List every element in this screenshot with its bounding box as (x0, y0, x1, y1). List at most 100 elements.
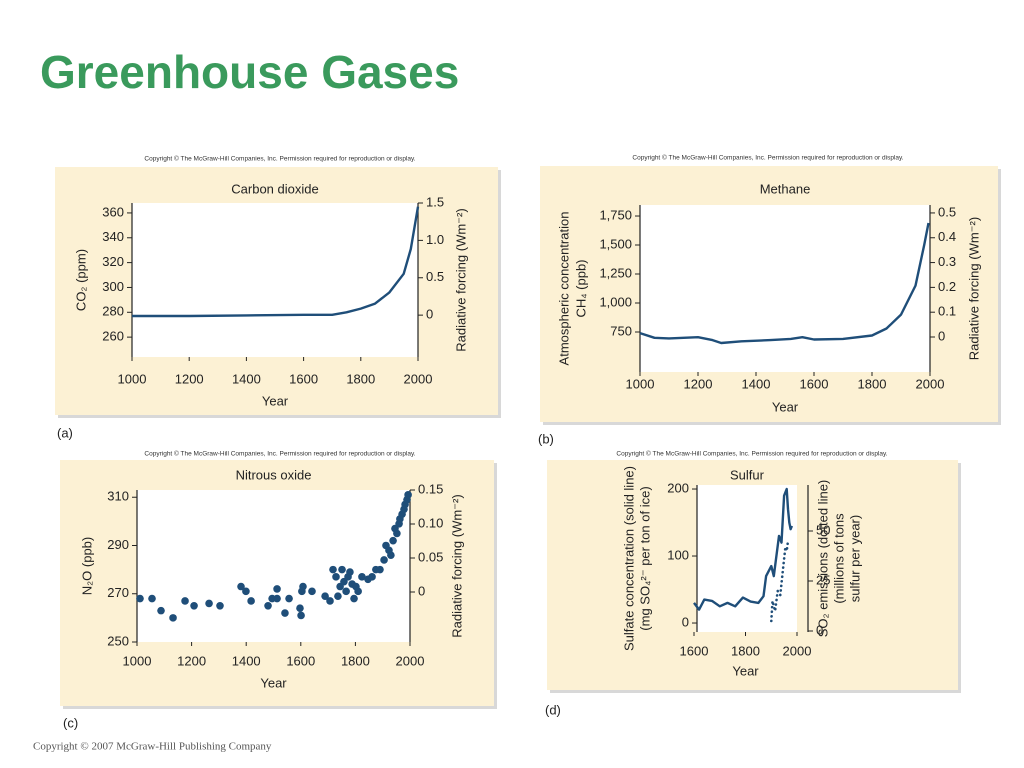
y-axis-label: CO₂ (ppm) (73, 249, 88, 311)
data-point (389, 536, 397, 545)
y-tick-label: 750 (610, 323, 632, 338)
plot-area (697, 485, 797, 632)
y-tick-label: 1,500 (599, 236, 632, 251)
x-tick-label: 2000 (916, 376, 945, 391)
y-tick-label: 260 (102, 329, 124, 344)
data-point (298, 587, 306, 596)
y2-axis-label: Radiative forcing (Wm⁻²) (966, 217, 981, 360)
data-line (132, 206, 420, 318)
y2-axis-label: SO₂ emissions (dotted line) (815, 480, 830, 638)
data-point (247, 597, 255, 605)
x-tick-label: 1400 (742, 376, 771, 391)
data-point (264, 602, 272, 610)
y2-tick-label: 0.05 (418, 549, 443, 564)
data-point (136, 594, 144, 603)
data-point (148, 594, 156, 603)
x-tick-label: 2000 (783, 643, 812, 658)
y-tick-label: 340 (102, 229, 124, 244)
y2-tick-label: 25 (816, 572, 830, 587)
data-point (273, 594, 281, 603)
x-tick-label: 1600 (680, 643, 709, 658)
x-tick-label: 1600 (289, 371, 318, 386)
y2-tick-label: 0.2 (938, 279, 956, 294)
copyright: Copyright © The McGraw-Hill Companies, I… (616, 450, 887, 458)
y2-tick-label: 0 (816, 622, 823, 637)
data-point (338, 565, 346, 574)
y-tick-label: 290 (107, 537, 129, 552)
data-point (342, 587, 350, 596)
x-tick-label: 1800 (346, 371, 375, 386)
chart-title: Methane (760, 181, 811, 196)
y-axis-label: CH₄ (ppb) (573, 259, 588, 317)
data-point (350, 594, 358, 603)
y-axis-label: N₂O (ppb) (79, 537, 94, 596)
x-tick-label: 1800 (341, 653, 370, 668)
x-tick-label: 1000 (626, 376, 655, 391)
y-tick-label: 0 (682, 614, 689, 629)
x-tick-label: 1000 (118, 371, 147, 386)
data-point (297, 611, 305, 620)
plot-area (640, 205, 930, 372)
panel-label: (a) (57, 425, 73, 440)
data-line (639, 222, 930, 345)
y2-tick-label: 0.5 (938, 204, 956, 219)
x-tick-label: 1400 (232, 653, 261, 668)
y-tick-label: 1,000 (599, 294, 632, 309)
data-point (242, 587, 250, 596)
y-axis-label: Atmospheric concentration (556, 212, 571, 366)
y-tick-label: 100 (667, 547, 689, 562)
x-tick-label: 1200 (684, 376, 713, 391)
panel-label: (d) (545, 702, 561, 717)
chart-title: Sulfur (730, 467, 765, 482)
data-point (169, 614, 177, 622)
y2-axis-label: Radiative forcing (Wm⁻²) (449, 494, 464, 637)
copyright: Copyright © The McGraw-Hill Companies, I… (144, 155, 415, 163)
y-tick-label: 1,250 (599, 265, 632, 280)
panel-label: (c) (63, 715, 78, 730)
y-axis-label: Sulfate concentration (solid line) (621, 466, 636, 651)
x-tick-label: 1200 (177, 653, 206, 668)
data-point (393, 529, 401, 538)
y-tick-label: 250 (107, 633, 129, 648)
y-tick-label: 270 (107, 585, 129, 600)
x-tick-label: 1400 (232, 371, 261, 386)
data-point (321, 592, 329, 600)
data-point (181, 597, 189, 605)
data-point (157, 606, 165, 615)
y2-tick-label: 0 (426, 307, 433, 322)
x-tick-label: 1200 (175, 371, 204, 386)
copyright: Copyright © The McGraw-Hill Companies, I… (632, 154, 903, 162)
plot-area (137, 490, 410, 642)
y-tick-label: 310 (107, 489, 129, 504)
data-point (332, 573, 340, 581)
data-point (190, 602, 198, 610)
data-point (334, 592, 342, 600)
data-point (387, 551, 395, 559)
data-point (329, 565, 337, 574)
y2-tick-label: 0.5 (426, 269, 444, 284)
data-point (205, 599, 213, 608)
data-point (354, 587, 362, 596)
panel-label: (b) (538, 431, 554, 446)
slide-title: Greenhouse Gases (40, 46, 459, 98)
x-axis-label: Year (732, 663, 759, 678)
y2-axis-label: Radiative forcing (Wm⁻²) (453, 208, 468, 351)
data-point (281, 609, 289, 617)
chart-title: Carbon dioxide (231, 181, 318, 196)
x-tick-label: 1800 (858, 376, 887, 391)
x-tick-label: 1000 (123, 653, 152, 668)
y2-tick-label: 0 (938, 328, 945, 343)
chart-title: Nitrous oxide (236, 467, 312, 482)
x-tick-label: 1600 (800, 376, 829, 391)
y-tick-label: 200 (667, 480, 689, 495)
x-tick-label: 2000 (396, 653, 425, 668)
data-point (376, 565, 384, 574)
data-point (346, 568, 354, 576)
y-axis-label: (mg SO₄²⁻ per ton of ice) (637, 486, 652, 630)
y2-tick-label: 1.5 (426, 194, 444, 209)
footer: Copyright © 2007 McGraw-Hill Publishing … (33, 741, 272, 753)
x-axis-label: Year (772, 399, 799, 414)
data-point (368, 573, 376, 581)
y2-tick-label: 0.10 (418, 515, 443, 530)
